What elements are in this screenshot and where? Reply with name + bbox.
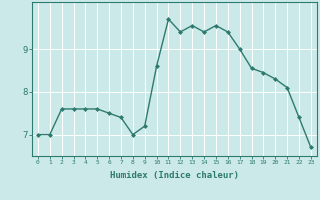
X-axis label: Humidex (Indice chaleur): Humidex (Indice chaleur)	[110, 171, 239, 180]
